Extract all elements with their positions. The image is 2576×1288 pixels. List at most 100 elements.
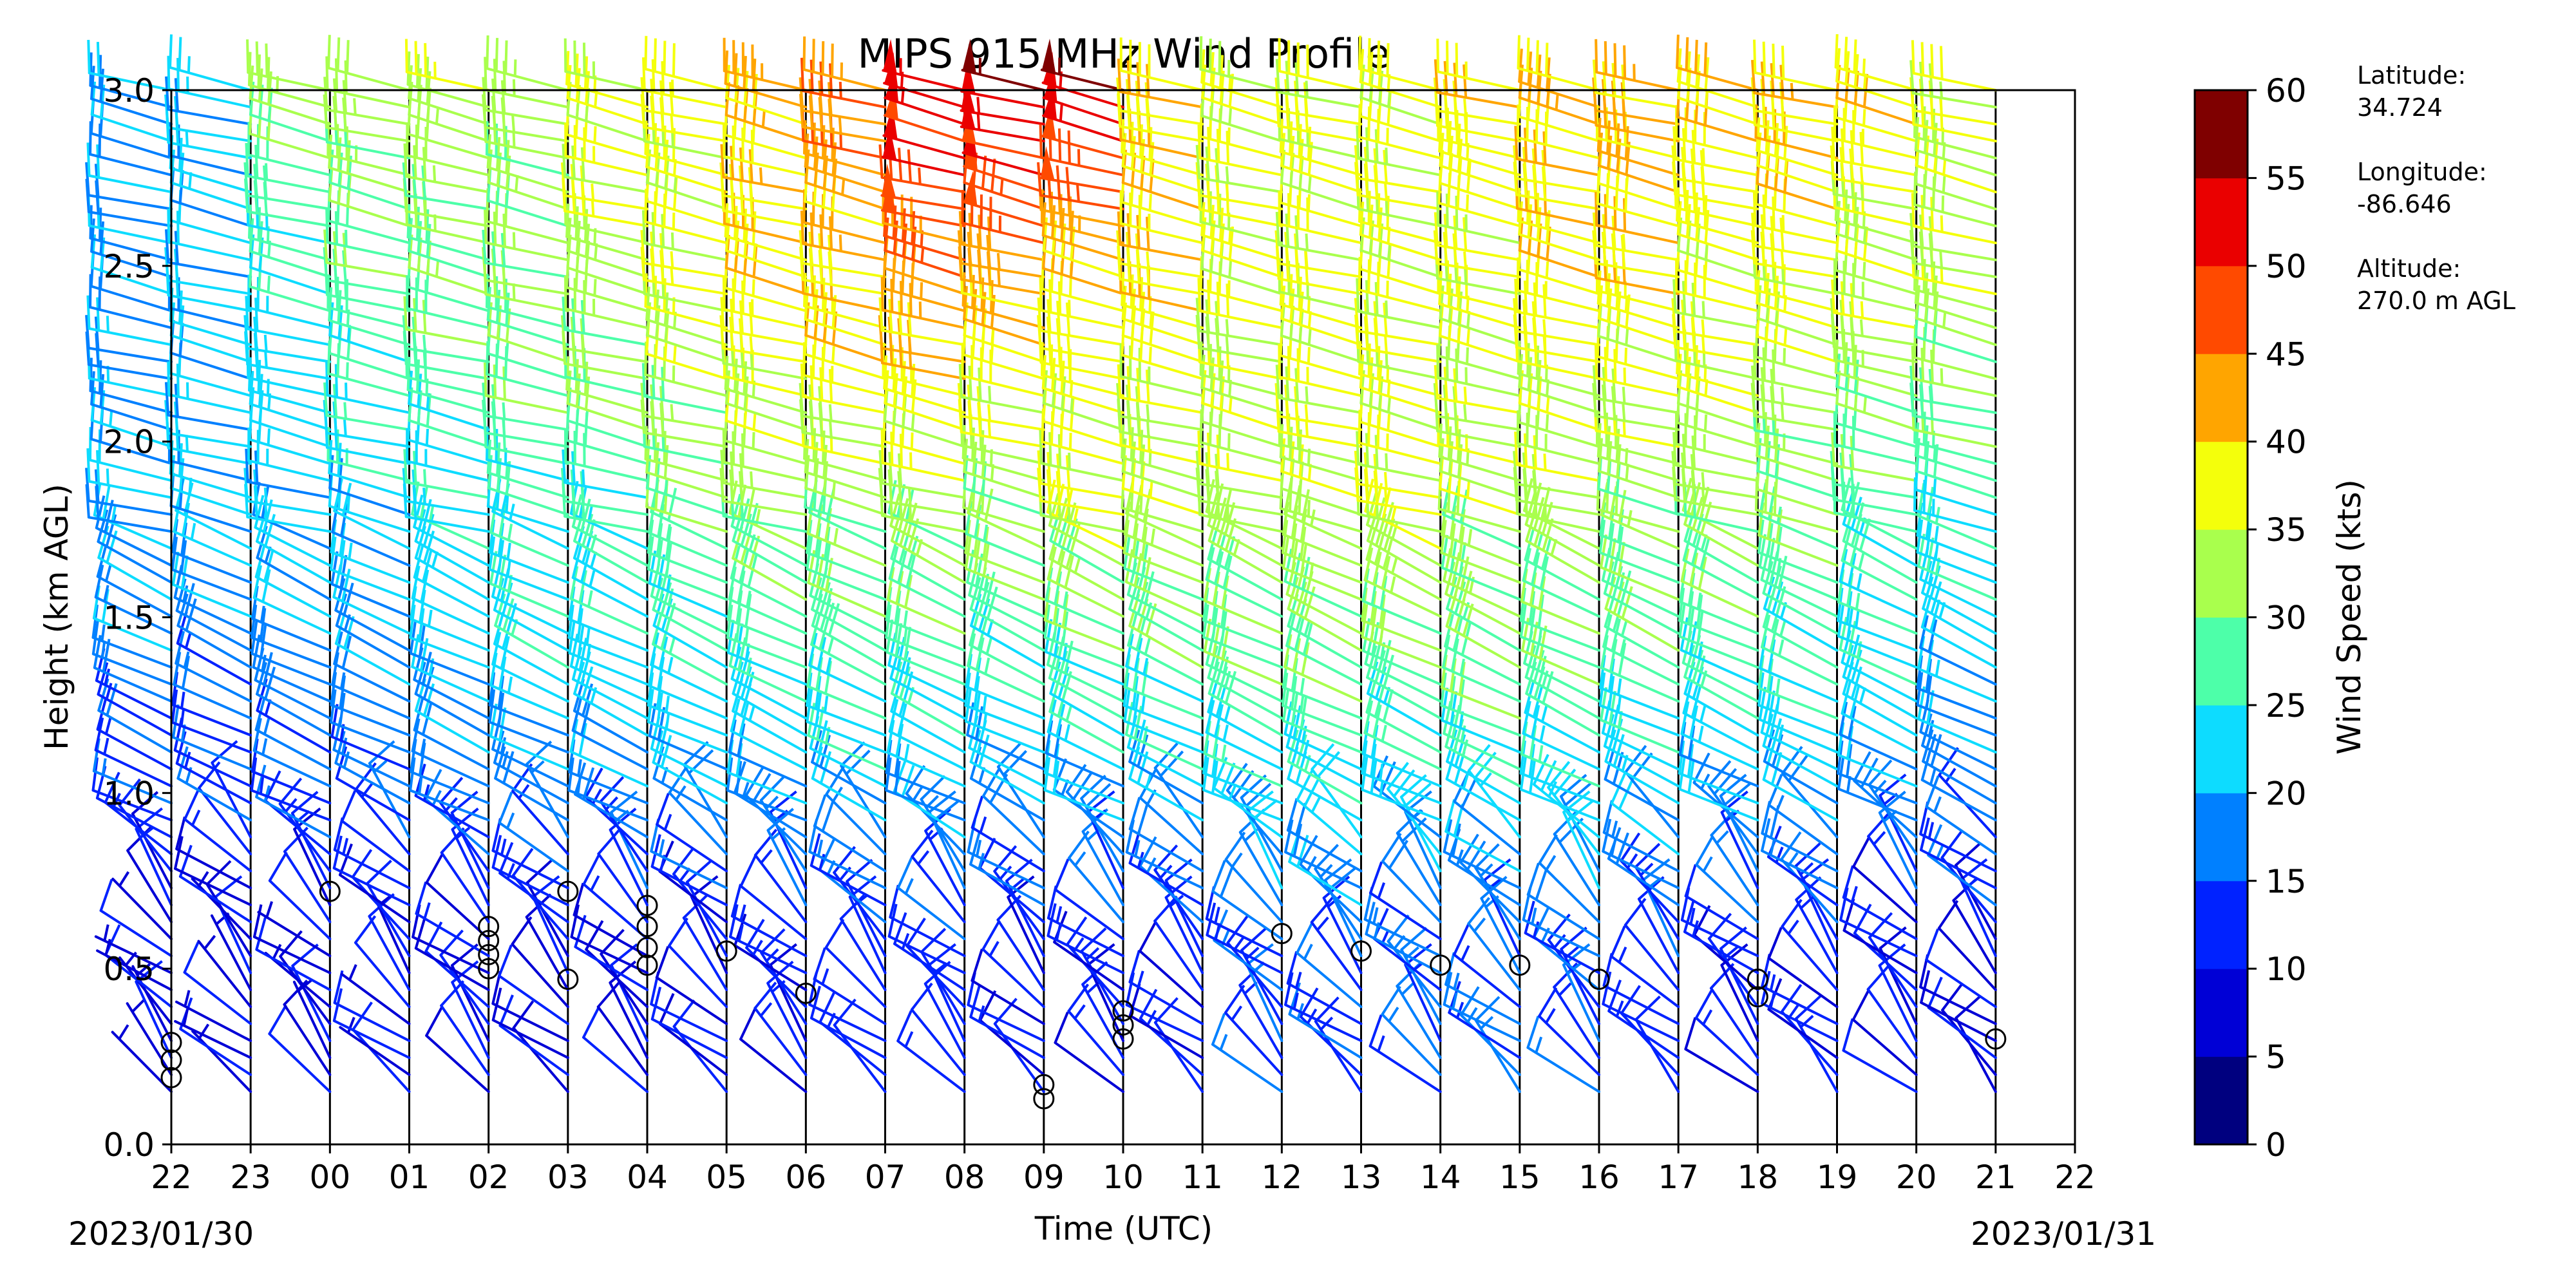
- wind-barb: [164, 94, 252, 143]
- wind-barb: [197, 934, 252, 1009]
- wind-barb: [169, 34, 252, 91]
- colorbar-tick-label: 60: [2266, 72, 2307, 109]
- colorbar-tick-label: 10: [2266, 951, 2307, 988]
- wind-barb: [652, 577, 728, 652]
- x-tick-label: 21: [1975, 1159, 2016, 1196]
- wind-barb: [164, 400, 252, 448]
- colorbar-tick-label: 45: [2266, 336, 2307, 373]
- wind-barb: [325, 209, 411, 261]
- wind-barb: [341, 790, 411, 873]
- colorbar: 0 5 10 15 20 25 30 35 40 45 50 55 60 Wind Speed (kts…: [2193, 72, 2368, 1164]
- wind-barb: [183, 942, 252, 1025]
- wind-barb: [323, 77, 411, 126]
- wind-barb: [425, 1005, 490, 1094]
- wind-barb: [650, 632, 728, 703]
- wind-barb: [1752, 39, 1839, 91]
- wind-barb: [489, 703, 569, 771]
- colorbar-segment: [2195, 617, 2248, 706]
- wind-barb: [730, 698, 808, 771]
- colorbar-segment: [2195, 441, 2248, 530]
- wind-barb: [403, 449, 490, 499]
- wind-barb: [573, 509, 649, 584]
- wind-barb: [760, 928, 808, 1025]
- wind-barb: [644, 35, 728, 91]
- wind-barb: [672, 999, 728, 1094]
- wind-barb: [406, 51, 490, 109]
- wind-barb: [249, 65, 332, 126]
- wind-barb: [571, 545, 649, 618]
- wind-barb: [94, 564, 173, 635]
- colorbar-segment: [2195, 1056, 2248, 1145]
- wind-barb: [327, 35, 411, 91]
- x-tick-label: 04: [627, 1159, 668, 1196]
- wind-barb: [333, 631, 411, 703]
- wind-barb: [173, 498, 252, 567]
- wind-barb: [111, 871, 173, 940]
- wind-barb: [323, 382, 411, 431]
- wind-barb: [414, 661, 490, 737]
- wind-barb: [402, 468, 490, 516]
- wind-barb: [753, 981, 808, 1076]
- wind-barb: [482, 229, 569, 278]
- wind-barb: [609, 808, 649, 907]
- y-axis-label: Height (km AGL): [38, 484, 75, 750]
- site-info: Latitude: 34.724 Longitude: -86.646 Alti…: [2357, 61, 2515, 315]
- wind-barb: [402, 315, 490, 363]
- x-tick-label: 20: [1896, 1159, 1937, 1196]
- wind-barb: [414, 916, 490, 991]
- wind-barb: [494, 746, 569, 822]
- wind-barb: [729, 904, 808, 974]
- wind-barb: [415, 881, 490, 958]
- wind-barb: [573, 882, 649, 958]
- wind-barb: [264, 943, 332, 1009]
- wind-barb: [728, 719, 808, 788]
- wind-barb: [205, 860, 252, 958]
- wind-barb: [582, 1007, 649, 1094]
- wind-barb: [403, 143, 490, 194]
- x-tick-label: 07: [865, 1159, 906, 1196]
- x-tick-label: 19: [1817, 1159, 1858, 1196]
- wind-barb: [409, 757, 490, 822]
- wind-barb: [252, 904, 332, 974]
- wind-barb: [730, 545, 808, 618]
- x-tick-label: 12: [1262, 1159, 1303, 1196]
- colorbar-segment: [2195, 178, 2248, 267]
- wind-barb: [1595, 39, 1680, 91]
- wind-barb: [739, 855, 808, 940]
- wind-barb: [440, 980, 490, 1076]
- wind-barb: [174, 1009, 252, 1059]
- wind-barb: [167, 209, 252, 261]
- wind-barb: [645, 286, 728, 346]
- wind-barb: [573, 661, 649, 737]
- wind-barb: [491, 987, 569, 1059]
- colorbar-segments: [2195, 90, 2248, 1145]
- wind-barb: [658, 993, 728, 1076]
- x-tick-label: 22: [151, 1159, 192, 1196]
- x-tick-label: 13: [1341, 1159, 1382, 1196]
- latitude-label: Latitude:: [2357, 61, 2466, 90]
- wind-barb: [570, 904, 649, 974]
- wind-barb: [85, 315, 173, 363]
- wind-barb: [97, 662, 173, 737]
- wind-barb: [739, 1009, 808, 1094]
- chart-title: MIPS 915 MHz Wind Profile: [858, 30, 1390, 77]
- colorbar-tick-label: 50: [2266, 248, 2307, 285]
- wind-barb: [409, 604, 490, 669]
- wind-barb: [498, 944, 569, 1025]
- wind-barb: [94, 717, 173, 788]
- wind-barb: [291, 943, 332, 1043]
- wind-barb: [94, 924, 173, 974]
- colorbar-tick-label: 15: [2266, 863, 2307, 900]
- colorbar-segment: [2195, 529, 2248, 618]
- end-date-label: 2023/01/31: [1971, 1215, 2156, 1253]
- wind-barb: [89, 121, 173, 176]
- wind-barb: [328, 440, 411, 499]
- wind-barbs: [85, 34, 1997, 1094]
- colorbar-tick-label: 35: [2266, 511, 2307, 549]
- wind-barb: [268, 1004, 332, 1094]
- wind-barb: [99, 878, 173, 958]
- x-tick-label: 10: [1103, 1159, 1144, 1196]
- wind-barb: [450, 790, 490, 889]
- wind-barb: [256, 661, 332, 737]
- wind-barb: [484, 57, 569, 109]
